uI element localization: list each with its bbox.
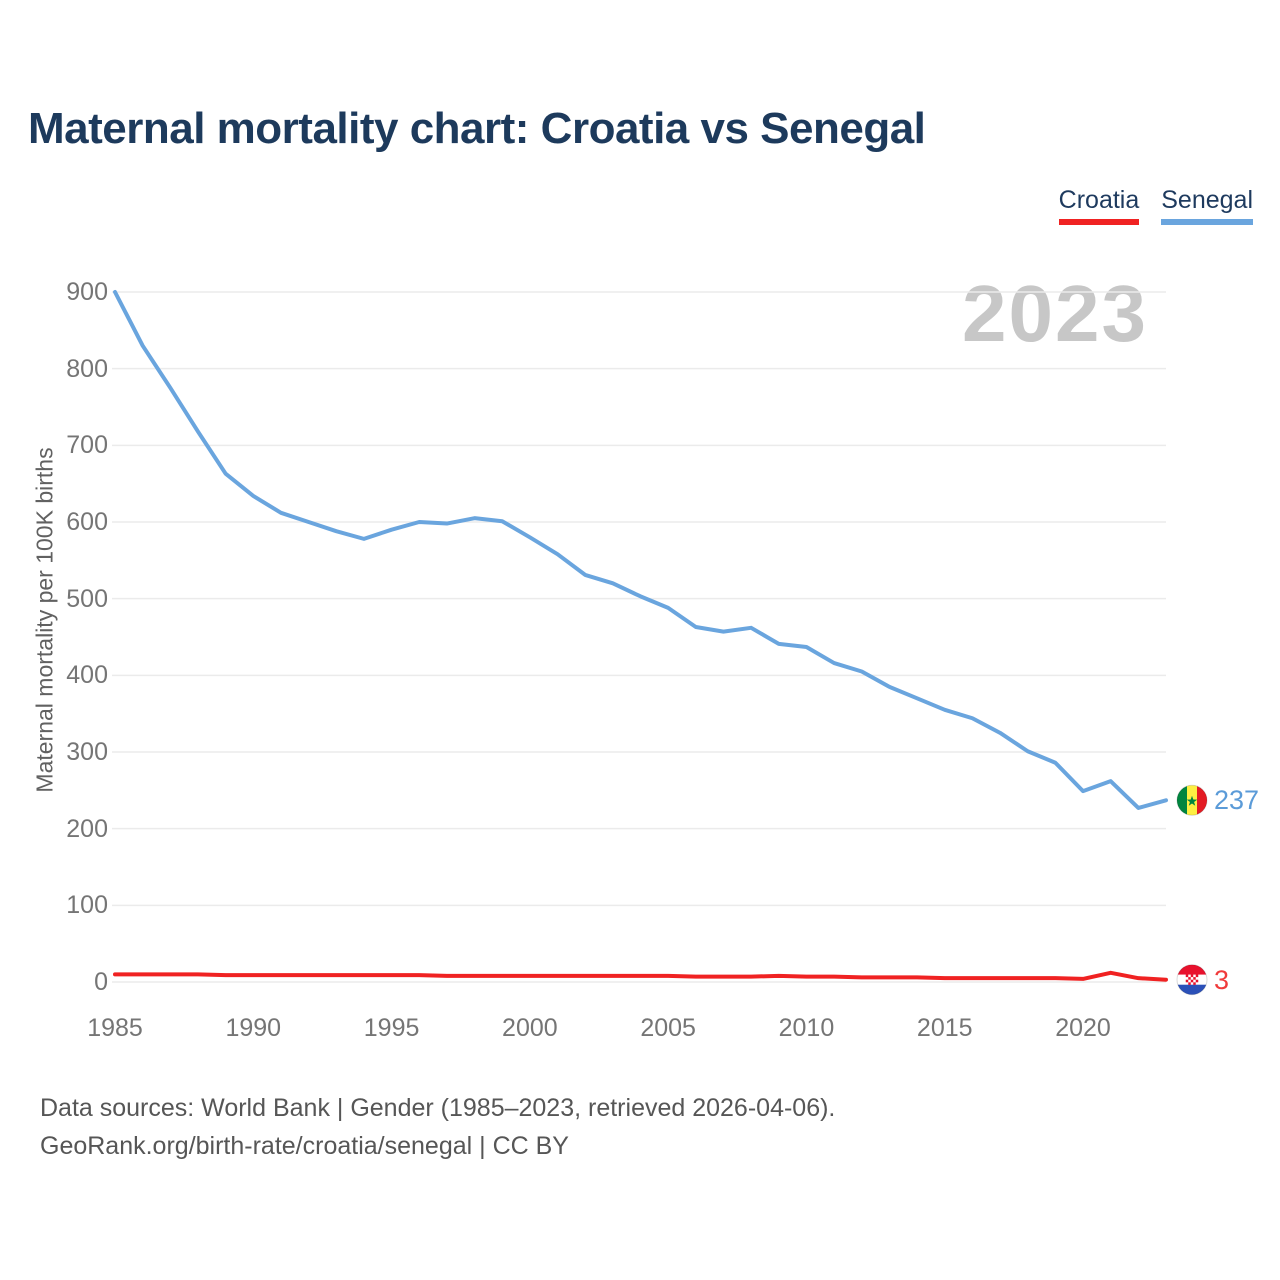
senegal-flag-icon xyxy=(1177,785,1207,816)
x-tick-label: 2020 xyxy=(1055,1014,1111,1042)
y-tick-label: 700 xyxy=(66,431,108,460)
senegal-line xyxy=(113,290,1168,810)
footer-sources: Data sources: World Bank | Gender (1985–… xyxy=(40,1094,836,1122)
legend-item-senegal[interactable]: Senegal xyxy=(1161,186,1253,225)
y-tick-label: 900 xyxy=(66,278,108,306)
y-tick-label: 100 xyxy=(66,891,108,920)
x-tick-label: 1985 xyxy=(87,1014,143,1042)
croatia-line xyxy=(113,970,1168,982)
y-tick-label: 300 xyxy=(66,738,108,766)
y-tick-label: 200 xyxy=(66,814,108,843)
x-tick-label: 2000 xyxy=(502,1014,558,1042)
y-tick-label: 0 xyxy=(94,968,108,996)
page-title: Maternal mortality chart: Croatia vs Sen… xyxy=(28,104,926,153)
legend-item-croatia[interactable]: Croatia xyxy=(1058,186,1140,225)
croatia-end-value: 3 xyxy=(1214,964,1230,995)
y-tick-label: 600 xyxy=(66,508,108,536)
y-tick-label: 800 xyxy=(66,354,108,383)
footer: Data sources: World Bank | Gender (1985–… xyxy=(40,1089,835,1165)
croatia-flag-icon xyxy=(1177,964,1207,995)
x-tick-label: 1995 xyxy=(363,1014,420,1042)
senegal-end-value: 237 xyxy=(1214,785,1260,816)
legend: Croatia Senegal xyxy=(1058,186,1253,225)
x-tick-label: 1990 xyxy=(225,1014,282,1042)
x-tick-label: 2015 xyxy=(916,1014,973,1042)
y-tick-label: 400 xyxy=(66,661,108,690)
x-tick-label: 2010 xyxy=(778,1014,835,1042)
year-watermark: 2023 xyxy=(962,269,1148,358)
y-tick-label: 500 xyxy=(66,584,108,613)
footer-attribution: GeoRank.org/birth-rate/croatia/senegal |… xyxy=(40,1132,569,1160)
x-tick-label: 2005 xyxy=(640,1014,696,1042)
